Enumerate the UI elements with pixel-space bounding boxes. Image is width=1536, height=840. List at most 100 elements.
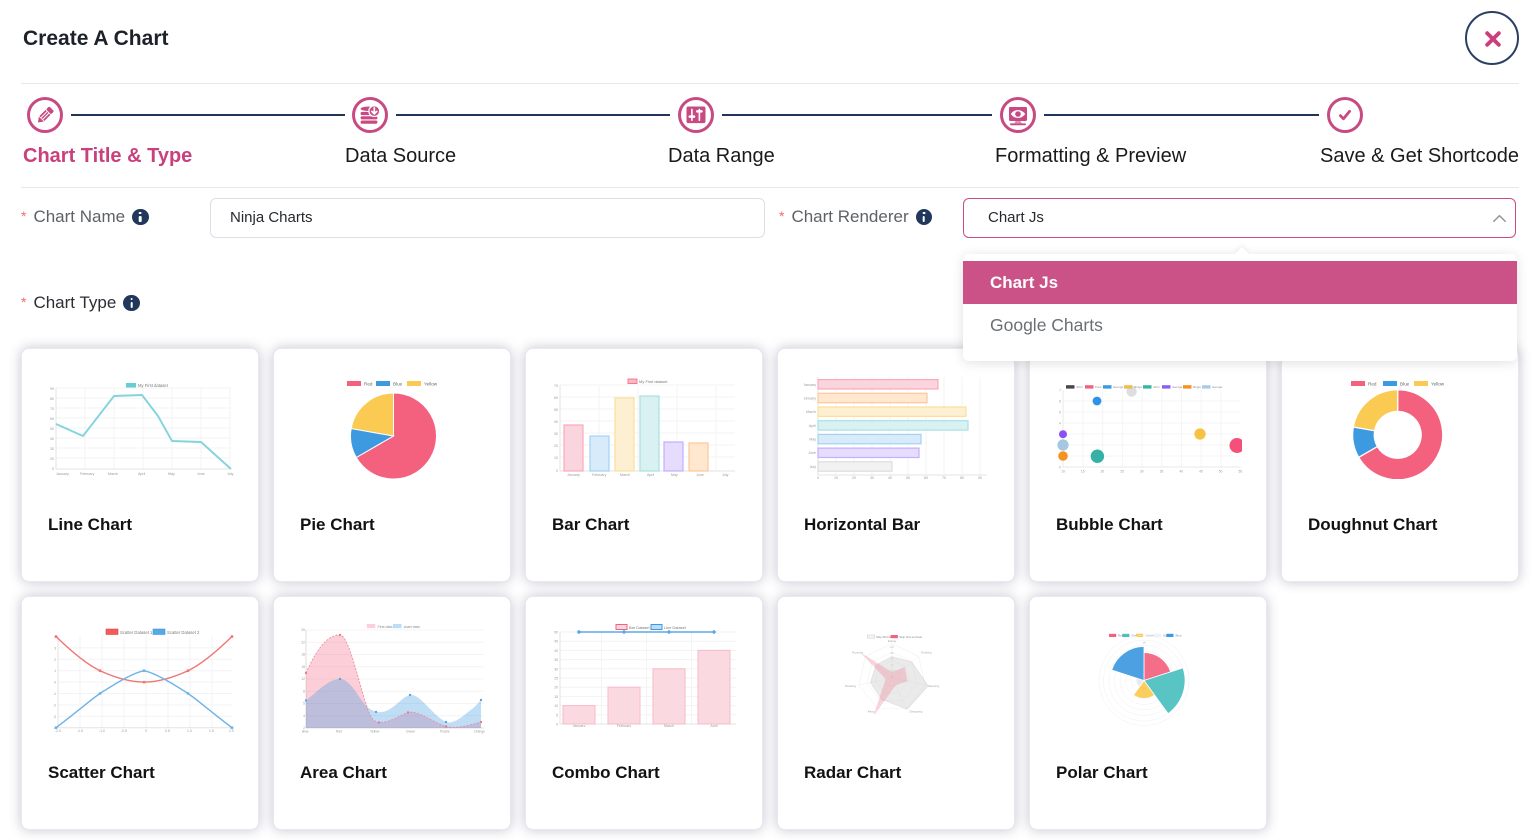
svg-text:0: 0	[556, 469, 558, 473]
svg-text:1.5: 1.5	[209, 729, 214, 733]
svg-text:Ringo: Ringo	[1134, 385, 1142, 389]
svg-text:70: 70	[942, 476, 946, 479]
svg-text:0: 0	[54, 681, 56, 685]
svg-text:Drinking: Drinking	[921, 651, 932, 655]
svg-text:18: 18	[301, 653, 305, 657]
svg-text:Green: Green	[406, 730, 415, 734]
svg-text:20: 20	[1101, 470, 1105, 474]
svg-text:-1.0: -1.0	[99, 729, 105, 733]
svg-text:April: April	[138, 472, 145, 476]
svg-text:Bar Dataset: Bar Dataset	[629, 625, 650, 630]
svg-text:90: 90	[50, 387, 54, 391]
svg-text:10: 10	[554, 704, 558, 708]
svg-text:Sleeping: Sleeping	[928, 684, 940, 688]
svg-text:May: May	[168, 472, 175, 476]
svg-text:April: April	[809, 424, 816, 428]
svg-text:7: 7	[1059, 389, 1061, 393]
svg-text:-1.5: -1.5	[77, 729, 83, 733]
svg-text:My First dataset: My First dataset	[138, 383, 169, 388]
svg-text:Eating: Eating	[888, 639, 897, 643]
svg-text:40: 40	[1179, 470, 1183, 474]
svg-text:June: June	[808, 451, 816, 455]
svg-text:George: George	[1212, 385, 1223, 389]
svg-text:10: 10	[554, 456, 558, 460]
svg-text:0: 0	[556, 723, 558, 727]
svg-text:February: February	[804, 397, 816, 401]
svg-text:30: 30	[554, 667, 558, 671]
svg-text:20: 20	[50, 457, 54, 461]
svg-text:Blue: Blue	[1176, 634, 1182, 638]
svg-text:60: 60	[924, 476, 928, 479]
svg-text:Party: Party	[868, 710, 875, 714]
svg-text:May: May	[671, 473, 678, 477]
svg-text:July: July	[722, 473, 729, 477]
svg-text:-4: -4	[53, 726, 56, 730]
svg-text:25: 25	[554, 677, 558, 681]
svg-text:Blue: Blue	[393, 382, 403, 387]
svg-text:80: 80	[50, 397, 54, 401]
svg-text:Yellow: Yellow	[370, 730, 380, 734]
svg-text:15: 15	[1081, 470, 1085, 474]
svg-text:0: 0	[817, 476, 819, 479]
svg-text:50: 50	[554, 408, 558, 412]
svg-text:100: 100	[890, 646, 895, 649]
svg-text:55: 55	[1238, 470, 1242, 474]
svg-text:16: 16	[1142, 641, 1146, 645]
svg-text:-0.5: -0.5	[121, 729, 127, 733]
svg-text:George: George	[1113, 385, 1124, 389]
svg-text:20: 20	[554, 686, 558, 690]
svg-text:40: 40	[554, 649, 558, 653]
svg-text:4: 4	[1059, 422, 1061, 426]
svg-text:10: 10	[834, 476, 838, 479]
svg-text:March: March	[664, 724, 674, 727]
svg-text:Scatter Dataset 2: Scatter Dataset 2	[167, 630, 200, 635]
svg-text:March: March	[620, 473, 630, 477]
svg-text:15: 15	[554, 695, 558, 699]
svg-text:50: 50	[50, 427, 54, 431]
svg-text:20: 20	[554, 444, 558, 448]
svg-text:Red: Red	[336, 730, 342, 734]
svg-text:40: 40	[50, 437, 54, 441]
svg-text:25: 25	[301, 628, 305, 632]
svg-text:March: March	[108, 472, 118, 476]
svg-text:12: 12	[301, 677, 305, 681]
svg-text:Fred: Fred	[1095, 385, 1102, 389]
svg-text:January: January	[804, 383, 816, 387]
svg-text:Green: Green	[1131, 634, 1140, 638]
svg-text:40: 40	[554, 420, 558, 424]
svg-text:February: February	[617, 724, 632, 727]
svg-text:January: January	[573, 724, 586, 727]
svg-text:Line Dataset: Line Dataset	[664, 625, 687, 630]
svg-text:30: 30	[1140, 470, 1144, 474]
svg-text:-2: -2	[53, 703, 56, 707]
svg-text:April: April	[710, 724, 717, 727]
svg-text:-1: -1	[53, 692, 56, 696]
svg-text:Blue: Blue	[1400, 382, 1410, 387]
svg-text:Yellow: Yellow	[424, 382, 438, 387]
svg-text:25: 25	[1120, 470, 1124, 474]
svg-text:Orange: Orange	[474, 730, 485, 734]
svg-text:35: 35	[554, 658, 558, 662]
svg-text:January: January	[56, 472, 69, 476]
svg-text:20: 20	[852, 476, 856, 479]
svg-text:Yellow: Yellow	[1431, 382, 1445, 387]
svg-text:2.0: 2.0	[229, 729, 234, 733]
svg-text:July: July	[227, 472, 234, 476]
svg-text:Purple: Purple	[440, 730, 450, 734]
svg-text:30: 30	[50, 447, 54, 451]
svg-text:May: May	[809, 438, 816, 442]
svg-text:June: June	[696, 473, 704, 477]
svg-text:4: 4	[303, 714, 305, 718]
svg-text:8: 8	[303, 689, 305, 693]
svg-text:John: John	[1153, 385, 1160, 389]
svg-text:Running: Running	[852, 651, 863, 655]
svg-text:April: April	[647, 473, 654, 477]
svg-text:February: February	[592, 473, 607, 477]
svg-text:2: 2	[54, 658, 56, 662]
svg-text:chart data: chart data	[404, 625, 420, 629]
svg-text:50: 50	[554, 631, 558, 635]
svg-text:60: 60	[50, 417, 54, 421]
svg-text:80: 80	[891, 652, 894, 655]
svg-text:Blue: Blue	[302, 730, 309, 734]
svg-text:5: 5	[1059, 411, 1061, 415]
